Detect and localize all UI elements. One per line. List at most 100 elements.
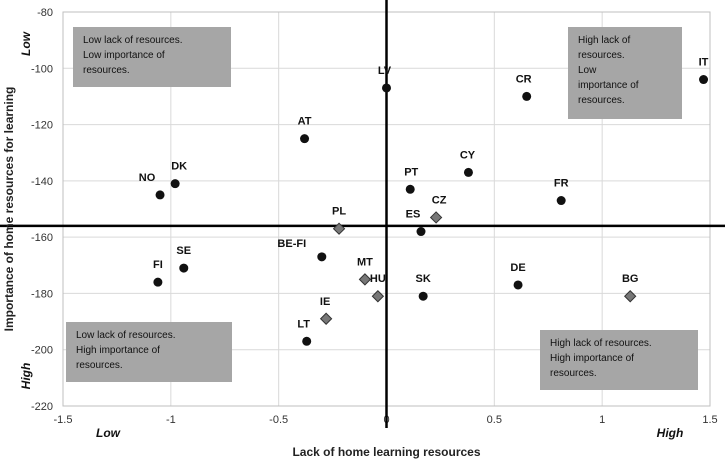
data-point-fi: FI — [153, 259, 163, 287]
quadrant-box-background — [540, 330, 698, 390]
x-tick-label: -1 — [166, 414, 176, 426]
point-label: DE — [510, 262, 525, 274]
point-label: PL — [332, 206, 346, 218]
quadrant-box-line: resources. — [76, 360, 123, 371]
point-label: FR — [554, 178, 569, 190]
tick-labels: -1.5-1-0.500.511.5-80-100-120-140-160-18… — [31, 7, 718, 426]
x-axis-title: Lack of home learning resources — [292, 445, 480, 459]
data-point-pl: PL — [332, 206, 346, 235]
y-tick-label: -220 — [31, 401, 53, 413]
quadrant-box-line: resources. — [550, 368, 597, 379]
circle-marker — [170, 179, 180, 189]
circle-marker — [405, 184, 415, 194]
circle-marker — [418, 291, 428, 301]
data-point-no: NO — [139, 172, 165, 200]
data-point-ie: IE — [319, 296, 333, 325]
data-point-sk: SK — [416, 273, 431, 301]
x-tick-label: 1 — [599, 414, 605, 426]
circle-marker — [382, 83, 391, 93]
point-label: IE — [320, 296, 330, 308]
data-point-lt: LT — [297, 318, 312, 346]
point-label: CZ — [432, 194, 447, 206]
circle-marker — [300, 134, 310, 144]
point-label: IT — [699, 57, 709, 69]
quadrant-box-background — [568, 27, 682, 119]
data-point-se: SE — [176, 245, 191, 273]
diamond-marker — [319, 312, 333, 325]
data-point-de: DE — [510, 262, 526, 290]
point-label: HU — [370, 273, 386, 285]
x-tick-label: 0.5 — [487, 414, 502, 426]
data-point-it: IT — [699, 57, 709, 85]
data-point-fr: FR — [554, 178, 569, 206]
point-label: LV — [378, 65, 392, 77]
point-label: BE-FI — [277, 238, 306, 250]
data-point-lv: LV — [378, 65, 392, 93]
circle-marker — [155, 190, 165, 200]
diamond-marker — [358, 273, 372, 286]
data-point-hu: HU — [370, 273, 386, 303]
point-label: CY — [460, 149, 476, 161]
circle-marker — [699, 75, 709, 85]
quadrant-box-line: resources. — [578, 50, 625, 61]
circle-marker — [416, 227, 426, 237]
point-label: MT — [357, 256, 373, 268]
y-axis-high-annotation: High — [19, 363, 33, 390]
point-label: DK — [171, 161, 187, 173]
quadrant-box-line: resources. — [578, 95, 625, 106]
data-point-bg: BG — [622, 273, 638, 303]
quadrant-box-top-right: High lack of resources. Low importance of re… — [568, 27, 682, 119]
quadrant-box-line: High lack of resources. — [550, 338, 652, 349]
data-points: IT CR LV AT CY PT FR DK NO CZ ES PL BE-FI SE FI MT HU SK D… — [139, 57, 709, 346]
diamond-marker — [623, 290, 637, 303]
quadrant-box-line: importance of — [578, 80, 639, 91]
data-point-at: AT — [298, 116, 312, 144]
y-tick-label: -120 — [31, 120, 53, 132]
point-label: SE — [176, 245, 191, 257]
data-point-pt: PT — [404, 166, 419, 194]
data-point-cy: CY — [460, 149, 476, 177]
y-tick-label: -160 — [31, 232, 53, 244]
quadrant-box-background — [66, 322, 232, 382]
x-axis-low-annotation: Low — [96, 426, 121, 440]
quadrant-box-line: resources. — [83, 65, 130, 76]
circle-marker — [179, 263, 189, 273]
quadrant-box-line: High lack of — [578, 35, 630, 46]
circle-marker — [153, 277, 163, 287]
data-point-es: ES — [406, 209, 426, 237]
circle-marker — [522, 91, 532, 101]
point-label: FI — [153, 259, 163, 271]
circle-marker — [317, 252, 327, 262]
y-axis-title: Importance of home resources for learnin… — [2, 87, 16, 332]
point-label: PT — [404, 166, 418, 178]
y-tick-label: -140 — [31, 176, 53, 188]
quadrant-box-line: Low lack of resources. — [83, 35, 183, 46]
x-axis-high-annotation: High — [657, 426, 684, 440]
y-tick-label: -180 — [31, 288, 53, 300]
quadrant-box-line: High importance of — [550, 353, 634, 364]
quadrant-box-line: Low importance of — [83, 50, 165, 61]
data-point-dk: DK — [170, 161, 187, 189]
quadrant-box-line: High importance of — [76, 345, 160, 356]
point-label: NO — [139, 172, 156, 184]
point-label: LT — [297, 318, 310, 330]
diamond-marker — [429, 211, 443, 224]
quadrant-labels: Low lack of resources. Low importance of r… — [66, 27, 698, 390]
data-point-mt: MT — [357, 256, 373, 286]
x-tick-label: 1.5 — [702, 414, 717, 426]
reference-lines — [0, 0, 725, 428]
circle-marker — [463, 167, 473, 177]
quadrant-box-line: Low — [578, 65, 597, 76]
data-point-cr: CR — [516, 73, 532, 101]
y-tick-label: -100 — [31, 63, 53, 75]
quadrant-box-background — [73, 27, 231, 87]
quadrant-box-line: Low lack of resources. — [76, 330, 176, 341]
quadrant-box-top-left: Low lack of resources. Low importance of r… — [73, 27, 231, 87]
circle-marker — [556, 196, 566, 206]
point-label: AT — [298, 116, 312, 128]
x-tick-label: -0.5 — [269, 414, 288, 426]
x-tick-label: -1.5 — [54, 414, 73, 426]
point-label: CR — [516, 73, 532, 85]
y-axis-low-annotation: Low — [19, 31, 33, 56]
